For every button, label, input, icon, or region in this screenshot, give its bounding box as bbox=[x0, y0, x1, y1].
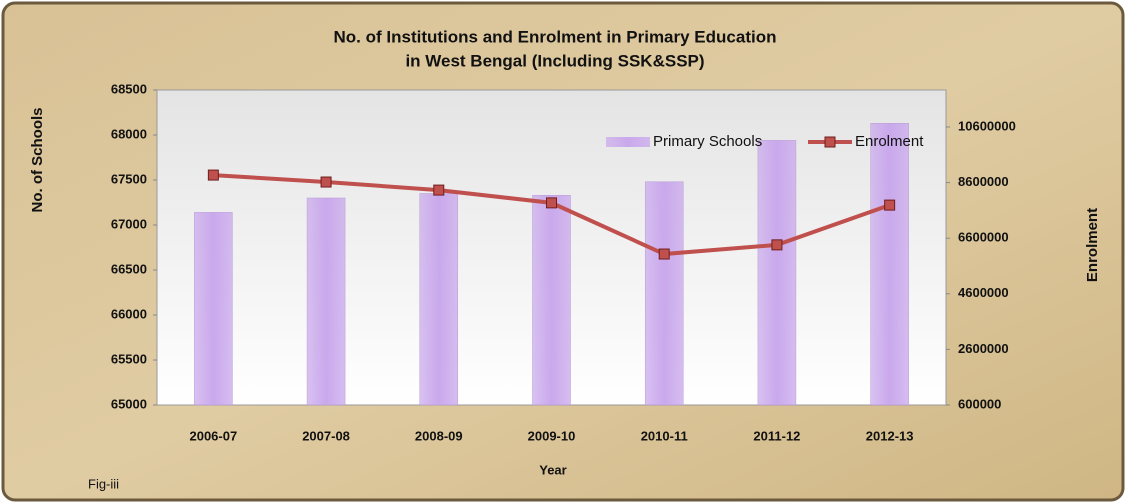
legend-label: Enrolment bbox=[855, 133, 924, 150]
bar bbox=[194, 212, 233, 406]
x-tick-label: 2012-13 bbox=[866, 428, 914, 443]
legend-marker bbox=[824, 136, 836, 148]
bar bbox=[419, 193, 459, 406]
x-axis-label: Year bbox=[539, 462, 566, 477]
legend-swatch bbox=[606, 137, 650, 147]
y-tick-label: 67500 bbox=[111, 171, 147, 186]
y-axis-label: No. of Schools bbox=[29, 108, 46, 213]
y2-axis-label: Enrolment bbox=[1084, 208, 1101, 282]
legend-label: Primary Schools bbox=[653, 133, 762, 150]
chart-subtitle: in West Bengal (Including SSK&SSP) bbox=[405, 51, 704, 70]
marker bbox=[320, 176, 332, 188]
x-tick-label: 2010-11 bbox=[641, 428, 688, 443]
bar bbox=[532, 195, 571, 406]
marker bbox=[658, 248, 670, 260]
x-tick-label: 2011-12 bbox=[753, 428, 800, 443]
y2-tick-label: 10600000 bbox=[958, 118, 1016, 133]
y2-tick-label: 600000 bbox=[958, 396, 1001, 411]
bar bbox=[757, 140, 797, 406]
y2-tick-label: 6600000 bbox=[958, 230, 1009, 245]
y-tick-label: 66500 bbox=[111, 261, 147, 276]
y-tick-label: 65000 bbox=[111, 396, 147, 411]
marker bbox=[771, 239, 783, 251]
y-tick-label: 66000 bbox=[111, 306, 147, 321]
marker bbox=[884, 199, 896, 211]
y2-tick-label: 4600000 bbox=[958, 285, 1009, 300]
x-tick-label: 2008-09 bbox=[415, 428, 463, 443]
bar bbox=[870, 123, 909, 406]
bar bbox=[644, 181, 684, 406]
bar bbox=[306, 197, 346, 406]
marker bbox=[207, 169, 219, 181]
x-tick-label: 2006-07 bbox=[189, 428, 237, 443]
x-tick-label: 2007-08 bbox=[302, 428, 350, 443]
x-tick-label: 2009-10 bbox=[528, 428, 576, 443]
marker bbox=[546, 197, 557, 209]
annotation: Fig-iii bbox=[88, 476, 119, 491]
y-tick-label: 65500 bbox=[111, 351, 147, 366]
y2-tick-label: 2600000 bbox=[958, 341, 1009, 356]
y-tick-label: 67000 bbox=[111, 216, 147, 231]
y2-tick-label: 8600000 bbox=[958, 174, 1009, 189]
chart-title: No. of Institutions and Enrolment in Pri… bbox=[334, 27, 777, 46]
marker bbox=[433, 184, 445, 196]
y-tick-label: 68000 bbox=[111, 126, 147, 141]
y-tick-label: 68500 bbox=[111, 81, 147, 96]
